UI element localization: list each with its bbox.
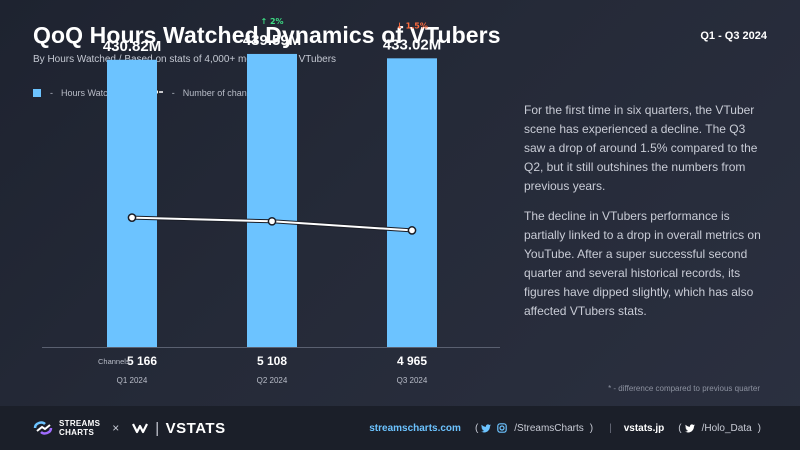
- bar-value-label: 430.82M: [103, 38, 161, 55]
- vstats-logo: | VSTATS: [131, 420, 225, 437]
- channels-value-label: 4 965: [397, 354, 427, 368]
- vstats-link[interactable]: vstats.jp: [623, 422, 665, 434]
- bar-value-label: 433.02M: [383, 36, 441, 53]
- legend-label-channels: Number of channels: [182, 88, 264, 98]
- open-paren: (: [474, 422, 479, 434]
- legend-bar-swatch: [33, 89, 41, 97]
- channels-point: [267, 216, 277, 226]
- description-paragraph-1: For the first time in six quarters, the …: [524, 103, 758, 193]
- vstats-icon: [132, 423, 149, 434]
- footer-divider: |: [609, 422, 612, 434]
- bar: [387, 58, 437, 347]
- legend-dash: -: [171, 88, 175, 98]
- channels-point: [407, 226, 417, 235]
- streamscharts-handle[interactable]: /StreamsCharts: [514, 422, 584, 434]
- vstats-name: VSTATS: [165, 419, 226, 437]
- legend-label-hours: Hours Watched: [61, 88, 123, 98]
- chart-title: QoQ Hours Watched Dynamics of VTubers: [33, 22, 501, 48]
- streamscharts-logo: STREAMS CHARTS: [33, 419, 100, 437]
- change-label: ↑ 2%: [260, 17, 283, 26]
- period-label: Q1 - Q3 2024: [700, 30, 767, 42]
- description: For the first time in six quarters, the …: [524, 101, 769, 332]
- channels-point: [127, 213, 137, 222]
- bar-value-label: 439.59M: [243, 32, 301, 49]
- legend-dash: -: [50, 88, 53, 98]
- bar: [247, 53, 297, 347]
- channels-value-label: 5 108: [257, 354, 287, 368]
- legend-item-hours: - Hours Watched: [33, 88, 123, 98]
- brand-line-1: STREAMS: [59, 419, 101, 428]
- category-tick-label: Q2 2024: [257, 376, 288, 385]
- twitter-icon[interactable]: [684, 423, 695, 433]
- change-label: ↓ 1.5%: [396, 21, 428, 30]
- description-paragraph-2: The decline in VTubers performance is pa…: [524, 209, 761, 318]
- footnote: * - difference compared to previous quar…: [608, 384, 760, 393]
- channels-value-label: 5 166: [127, 354, 157, 368]
- footer: STREAMS CHARTS × | VSTATS streamscharts.…: [0, 406, 800, 450]
- streamscharts-icon: [33, 421, 53, 435]
- chart-subtitle: By Hours Watched / Based on stats of 4,0…: [33, 54, 337, 65]
- times-sign: ×: [112, 421, 120, 435]
- instagram-icon[interactable]: [497, 423, 508, 433]
- brand-line-2: CHARTS: [59, 428, 95, 437]
- open-paren-2: (: [678, 422, 682, 434]
- chart-svg: 430.82M Q1 2024 5 166 439.59M ↑ 2% Q2 2024 5 1…: [42, 17, 500, 385]
- close-paren: ): [589, 422, 594, 434]
- vstats-separator: |: [155, 419, 160, 437]
- category-tick-label: Q1 2024: [117, 376, 148, 385]
- vstats-handle[interactable]: /Holo_Data: [701, 422, 752, 434]
- streamscharts-link[interactable]: streamscharts.com: [369, 422, 461, 434]
- channels-row-label: Channels:: [98, 357, 132, 366]
- twitter-icon[interactable]: [481, 423, 492, 433]
- bar: [107, 59, 157, 347]
- footer-links: streamscharts.com ( /StreamsCharts ) | v…: [369, 423, 767, 434]
- close-paren-2: ): [757, 422, 761, 434]
- category-tick-label: Q3 2024: [397, 376, 428, 385]
